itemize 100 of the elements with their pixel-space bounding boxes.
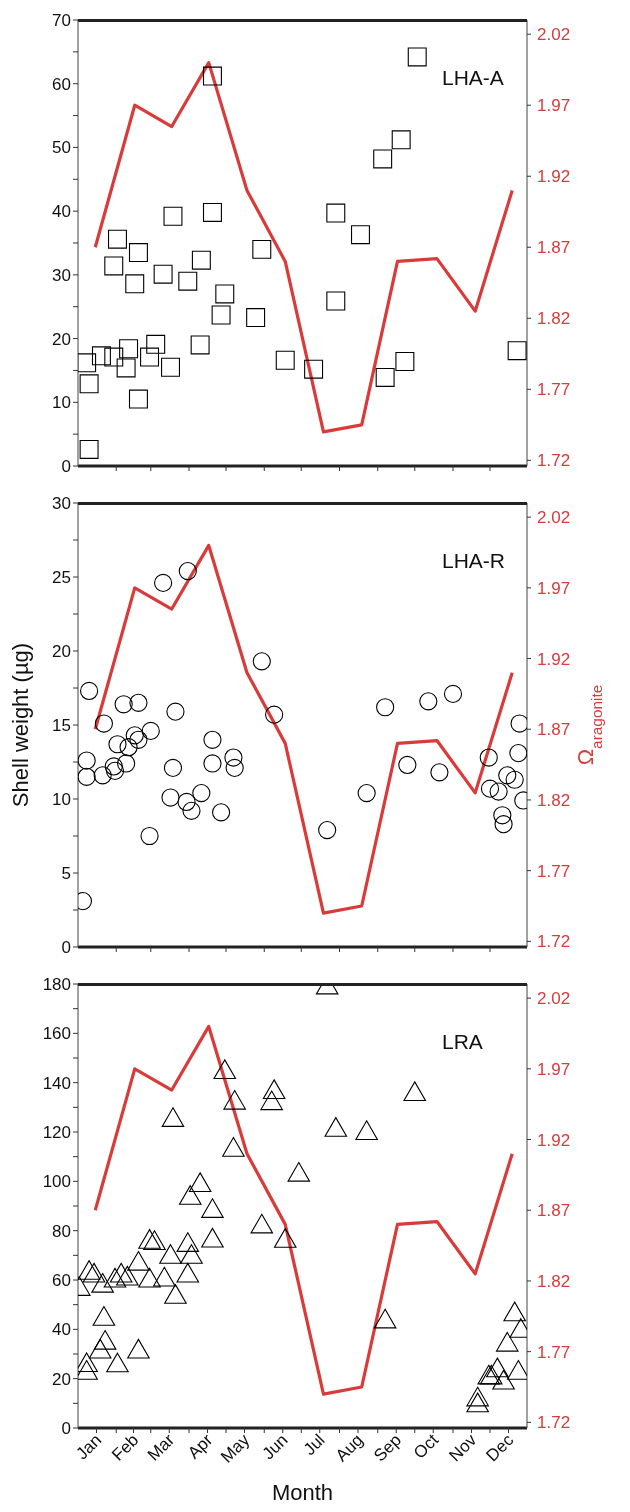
point bbox=[177, 792, 196, 812]
point bbox=[176, 1262, 200, 1283]
y-tick-label: 60 bbox=[52, 1271, 71, 1290]
y2-tick-label: 1.92 bbox=[537, 1130, 571, 1150]
x-tick-label: Oct bbox=[409, 1430, 443, 1463]
point bbox=[129, 693, 148, 712]
x-tick-label: Nov bbox=[445, 1430, 481, 1466]
point bbox=[201, 1198, 224, 1218]
point bbox=[94, 714, 114, 733]
point bbox=[373, 149, 393, 169]
point bbox=[275, 350, 295, 370]
point bbox=[125, 726, 144, 745]
y2-tick-label: 1.82 bbox=[537, 790, 571, 810]
point bbox=[127, 1251, 150, 1271]
x-axis-title: Month bbox=[271, 1480, 334, 1505]
point bbox=[224, 748, 243, 767]
point bbox=[350, 225, 370, 245]
point bbox=[78, 767, 96, 786]
point bbox=[161, 357, 181, 377]
point bbox=[82, 1262, 106, 1283]
y2-tick-label: 1.72 bbox=[537, 1413, 571, 1433]
point bbox=[260, 1090, 283, 1111]
x-tick-label: Mar bbox=[143, 1430, 179, 1465]
point bbox=[140, 826, 159, 846]
x-tick-label: Dec bbox=[482, 1430, 518, 1466]
point bbox=[153, 1266, 176, 1287]
y2-tick-label: 1.82 bbox=[537, 309, 571, 329]
point bbox=[178, 271, 198, 291]
point bbox=[203, 730, 222, 749]
y2-tick-label: 1.97 bbox=[537, 96, 571, 116]
point bbox=[498, 766, 517, 785]
point bbox=[211, 803, 231, 822]
point bbox=[141, 721, 160, 741]
y-tick-label: 5 bbox=[61, 864, 71, 883]
point bbox=[104, 347, 124, 367]
point bbox=[79, 439, 99, 459]
point bbox=[430, 763, 449, 782]
point bbox=[203, 754, 222, 773]
point bbox=[466, 1392, 489, 1413]
point bbox=[125, 274, 145, 294]
point bbox=[91, 1272, 114, 1293]
line-series bbox=[93, 543, 514, 915]
y2-tick-label: 1.77 bbox=[537, 1342, 571, 1362]
point bbox=[505, 770, 524, 789]
x-tick-label: Feb bbox=[108, 1430, 143, 1465]
y2-tick-label: 1.72 bbox=[537, 451, 571, 471]
point bbox=[106, 1352, 129, 1373]
point bbox=[273, 1228, 297, 1248]
y-tick-label: 10 bbox=[52, 790, 71, 809]
point bbox=[510, 714, 527, 733]
y2-tick-label: 2.02 bbox=[537, 989, 571, 1009]
point bbox=[375, 367, 395, 387]
point bbox=[252, 652, 271, 671]
point bbox=[105, 761, 125, 780]
point bbox=[262, 1079, 286, 1100]
y-tick-label: 20 bbox=[52, 1369, 71, 1389]
point bbox=[287, 1161, 311, 1182]
point bbox=[104, 757, 123, 776]
point bbox=[119, 339, 139, 359]
point bbox=[192, 783, 211, 803]
point bbox=[391, 130, 411, 150]
point bbox=[127, 1338, 150, 1359]
point bbox=[143, 1230, 166, 1250]
point bbox=[479, 748, 498, 767]
point bbox=[326, 291, 346, 311]
point bbox=[304, 359, 324, 379]
point bbox=[161, 788, 180, 807]
point bbox=[154, 573, 173, 593]
y2-tick-label: 1.77 bbox=[537, 380, 571, 400]
point bbox=[180, 1244, 203, 1264]
x-tick-label: Apr bbox=[184, 1430, 217, 1463]
point bbox=[178, 1185, 202, 1205]
point bbox=[79, 374, 99, 394]
point bbox=[376, 698, 395, 717]
point bbox=[492, 1369, 515, 1390]
x-tick-label: Jul bbox=[299, 1430, 329, 1460]
point bbox=[201, 1227, 224, 1248]
point bbox=[494, 815, 513, 834]
point bbox=[93, 1329, 117, 1350]
point bbox=[495, 1331, 519, 1352]
point bbox=[138, 1229, 161, 1249]
y-tick-label: 0 bbox=[61, 457, 71, 476]
y-tick-label: 20 bbox=[52, 329, 71, 349]
annotation: LRA bbox=[442, 1030, 483, 1054]
annotation: LHA-A bbox=[442, 66, 504, 90]
y2-tick-label: 1.72 bbox=[537, 932, 571, 952]
point bbox=[140, 347, 160, 367]
x-tick-label: Jan bbox=[72, 1430, 106, 1464]
point bbox=[486, 1357, 509, 1378]
point bbox=[166, 702, 185, 721]
point bbox=[225, 758, 244, 778]
point bbox=[507, 341, 527, 361]
point bbox=[78, 1260, 101, 1280]
point bbox=[265, 705, 284, 724]
point bbox=[318, 820, 337, 840]
x-tick-label: Sep bbox=[370, 1430, 406, 1466]
y-tick-label: 120 bbox=[42, 1123, 71, 1142]
point bbox=[246, 308, 266, 328]
point bbox=[509, 744, 527, 763]
point bbox=[480, 779, 500, 798]
